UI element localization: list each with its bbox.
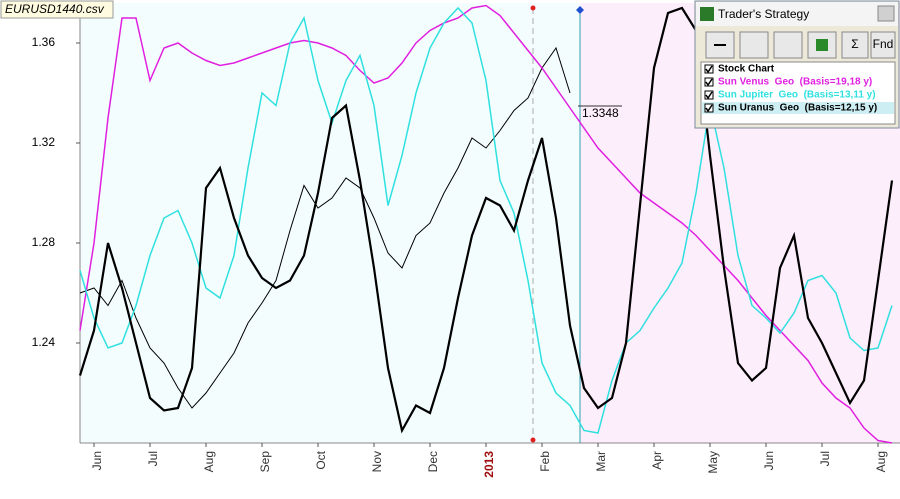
x-tick-label: Jul bbox=[146, 451, 160, 466]
y-tick-label: 1.28 bbox=[32, 235, 56, 249]
strategy-panel: Trader's Strategy Σ Fnd Stock Chart Sun V… bbox=[694, 0, 900, 129]
legend-highlight bbox=[702, 102, 894, 114]
close-button[interactable] bbox=[877, 5, 895, 22]
x-tick-label: Jun bbox=[762, 451, 776, 470]
x-tick-label: Jun bbox=[90, 451, 104, 470]
y-tick-label: 1.32 bbox=[32, 135, 56, 149]
legend-checkbox[interactable] bbox=[704, 103, 714, 113]
tool-button[interactable] bbox=[773, 31, 803, 59]
panel-titlebar bbox=[696, 2, 898, 26]
legend: Stock Chart Sun Venus Geo (Basis=19,18 y)… bbox=[702, 64, 894, 114]
series-line bbox=[78, 6, 894, 434]
last-bar-marker bbox=[576, 6, 584, 14]
legend-label: Sun Venus Geo (Basis=19,18 y) bbox=[718, 77, 872, 88]
edit-button[interactable] bbox=[739, 31, 769, 59]
y-tick-label: 1.24 bbox=[32, 335, 56, 349]
checkmark bbox=[705, 104, 713, 113]
legend-label: Stock Chart bbox=[718, 64, 775, 75]
button-label: Fnd bbox=[873, 37, 894, 51]
find-button[interactable] bbox=[870, 31, 896, 59]
x-tick-label: Jul bbox=[818, 451, 832, 466]
button-label: Σ bbox=[851, 37, 858, 51]
sum-button[interactable] bbox=[841, 31, 869, 59]
x-tick-label: Aug bbox=[202, 451, 216, 472]
series-line bbox=[79, 46, 571, 409]
x-tick-label: Nov bbox=[370, 451, 384, 472]
legend-label: Sun Uranus Geo (Basis=12,15 y) bbox=[718, 103, 877, 114]
x-tick-label: May bbox=[706, 451, 720, 474]
title-box bbox=[0, 0, 114, 19]
chart-title: EURUSD1440.csv bbox=[5, 2, 105, 16]
checkmark bbox=[705, 91, 713, 100]
x-tick-label: Aug bbox=[874, 451, 888, 472]
icon bbox=[816, 39, 828, 51]
cursor-dot bbox=[530, 5, 536, 11]
x-tick-label: Sep bbox=[258, 451, 272, 473]
cursor-dot bbox=[530, 437, 536, 443]
checkmark bbox=[705, 65, 713, 74]
legend-checkbox[interactable] bbox=[704, 64, 714, 74]
x-tick-label: Dec bbox=[426, 451, 440, 472]
panel-title: Trader's Strategy bbox=[718, 7, 809, 21]
x-tick-label: Mar bbox=[594, 451, 608, 472]
legend-checkbox[interactable] bbox=[704, 90, 714, 100]
x-tick-label: Apr bbox=[650, 451, 664, 470]
series-line bbox=[79, 6, 893, 434]
price-label: 1.3348 bbox=[582, 106, 619, 120]
x-tick-label: Oct bbox=[314, 450, 328, 469]
plot-history bbox=[80, 3, 580, 443]
panel-icon bbox=[700, 7, 714, 21]
x-tick-label: 2013 bbox=[482, 451, 496, 478]
y-tick-label: 1.36 bbox=[32, 35, 56, 49]
checkmark bbox=[705, 78, 713, 87]
legend-checkbox[interactable] bbox=[704, 77, 714, 87]
plot bbox=[78, 4, 894, 444]
series-line bbox=[79, 4, 893, 444]
legend-label: Sun Jupiter Geo (Basis=13,11 y) bbox=[718, 90, 876, 101]
x-tick-label: Feb bbox=[538, 451, 552, 472]
